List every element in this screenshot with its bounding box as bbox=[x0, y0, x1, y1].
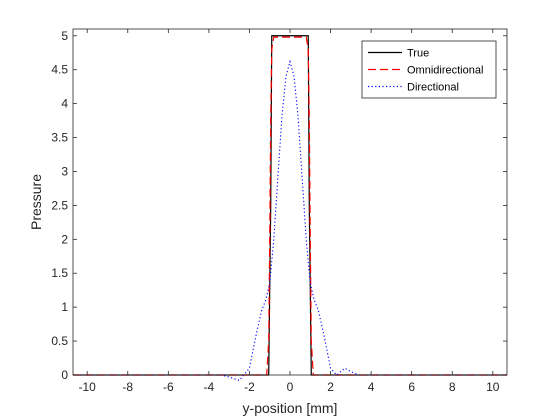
legend: True Omnidirectional Directional bbox=[361, 40, 497, 99]
x-tick-label: 4 bbox=[368, 380, 375, 394]
x-axis-label: y-position [mm] bbox=[243, 400, 338, 416]
y-tick-label: 0 bbox=[61, 368, 68, 382]
x-tick-label: -4 bbox=[204, 380, 215, 394]
y-tick-label: 4.5 bbox=[51, 63, 68, 77]
legend-label: Omnidirectional bbox=[407, 65, 483, 77]
legend-label: Directional bbox=[407, 82, 459, 94]
x-tick-label: 0 bbox=[287, 380, 294, 394]
y-tick-label: 4 bbox=[61, 97, 68, 111]
x-tick-label: 6 bbox=[408, 380, 415, 394]
y-tick-label: 2.5 bbox=[51, 198, 68, 212]
x-tick-label: 2 bbox=[327, 380, 334, 394]
x-tick-label: -8 bbox=[122, 380, 133, 394]
series-layer bbox=[73, 35, 507, 382]
series-line-directional bbox=[73, 59, 507, 382]
x-tick-label: 10 bbox=[486, 380, 500, 394]
series-line-omnidirectional bbox=[73, 36, 507, 376]
y-tick-label: 0.5 bbox=[51, 334, 68, 348]
legend-label: True bbox=[407, 48, 429, 60]
y-tick-label: 3 bbox=[61, 164, 68, 178]
y-tick-label: 3.5 bbox=[51, 131, 68, 145]
x-tick-label: -2 bbox=[244, 380, 255, 394]
y-tick-label: 1.5 bbox=[51, 266, 68, 280]
y-tick-label: 1 bbox=[61, 300, 68, 314]
y-axis-label: Pressure bbox=[28, 174, 44, 230]
series-line-true bbox=[73, 35, 507, 376]
y-tick-label: 5 bbox=[61, 29, 68, 43]
x-tick-label: -6 bbox=[163, 380, 174, 394]
x-tick-label: 8 bbox=[449, 380, 456, 394]
y-tick-label: 2 bbox=[61, 232, 68, 246]
axes-layer: -10 -8 -6 -4 -2 0 2 4 6 8 10 0 0.5 1 1.5 2 2.5 3 3.5 4 4.5 5 bbox=[51, 28, 508, 394]
x-tick-label: -10 bbox=[79, 380, 97, 394]
